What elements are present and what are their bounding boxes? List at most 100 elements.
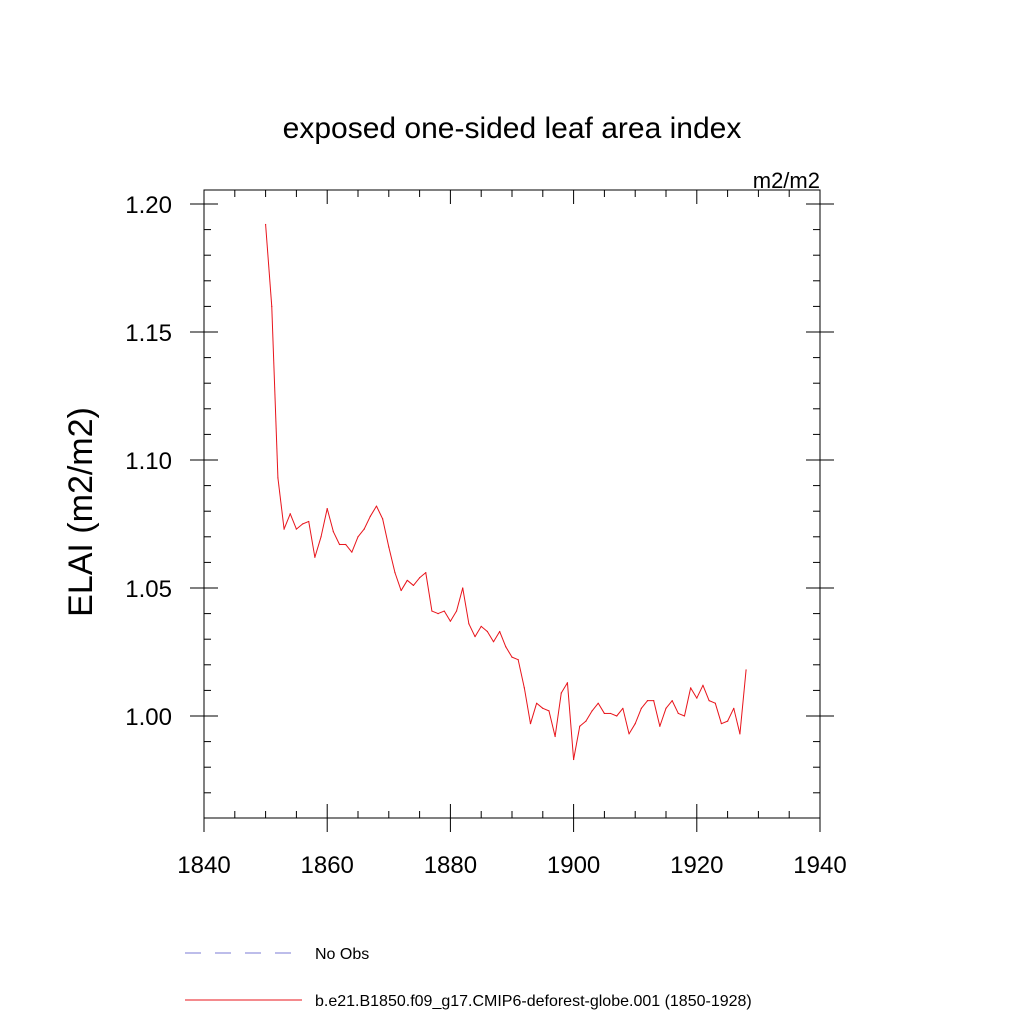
x-tick-label: 1920	[670, 852, 723, 879]
data-point	[394, 572, 396, 574]
data-point	[622, 707, 624, 709]
data-point	[745, 669, 747, 671]
series-segment	[499, 631, 507, 648]
series-segment	[462, 587, 470, 624]
data-point	[480, 625, 482, 628]
data-point	[720, 723, 723, 725]
series-segment	[708, 700, 716, 704]
series-segment	[671, 700, 679, 714]
data-point	[277, 477, 279, 479]
series-segment	[277, 477, 285, 530]
units-label: m2/m2	[753, 168, 820, 193]
data-point	[474, 636, 476, 638]
series-segment	[431, 610, 439, 615]
data-point	[634, 723, 636, 725]
data-point	[357, 536, 359, 538]
series-segment	[345, 544, 353, 553]
data-point	[511, 656, 513, 658]
data-point	[671, 700, 673, 702]
series-segment	[517, 659, 525, 688]
x-tick-label: 1860	[301, 852, 354, 879]
series-segment	[449, 610, 457, 622]
data-point	[289, 513, 291, 515]
y-tick-label: 1.10	[125, 448, 172, 475]
data-point	[443, 610, 445, 612]
data-point	[388, 546, 390, 548]
series-segment	[721, 720, 728, 725]
series-segment	[690, 687, 698, 699]
series-segment	[363, 516, 371, 530]
series-segment	[597, 702, 605, 714]
series-segment	[394, 572, 402, 591]
series-segment	[357, 528, 365, 538]
series-segment	[560, 682, 568, 694]
series-segment	[653, 700, 661, 727]
series-segment	[332, 531, 340, 545]
data-point	[560, 692, 562, 694]
data-point	[351, 551, 353, 553]
series-segment	[400, 580, 408, 591]
series-segment	[714, 703, 722, 724]
data-point	[683, 715, 686, 717]
legend-label-model: b.e21.B1850.f09_g17.CMIP6-deforest-globe…	[315, 993, 752, 1010]
series-segment	[314, 536, 322, 558]
series-segment	[683, 687, 692, 717]
data-point	[653, 700, 655, 702]
data-point	[579, 725, 581, 727]
series-segment	[640, 700, 648, 709]
data-point	[468, 623, 470, 625]
data-point	[677, 712, 679, 715]
data-point	[345, 543, 347, 546]
series-segment	[486, 631, 494, 643]
data-point	[499, 630, 501, 633]
data-point	[665, 707, 667, 709]
data-point	[363, 528, 365, 530]
data-point	[412, 584, 415, 587]
series-segment	[296, 523, 303, 530]
data-point	[425, 572, 427, 574]
data-point	[603, 712, 606, 715]
series-segment	[591, 702, 599, 712]
data-point	[536, 702, 538, 704]
data-point	[696, 697, 698, 699]
series-segment	[542, 707, 550, 712]
data-point	[486, 630, 488, 633]
legend-label-no-obs: No Obs	[315, 946, 369, 963]
data-point	[566, 682, 569, 684]
data-point	[554, 735, 556, 738]
data-point	[597, 702, 599, 704]
series-segment	[271, 306, 279, 478]
series-segment	[727, 708, 735, 722]
series-segment	[437, 610, 445, 615]
series-segment	[456, 587, 464, 612]
data-point	[431, 610, 433, 612]
data-point	[646, 700, 649, 702]
series-segment	[511, 656, 519, 661]
data-point	[542, 707, 544, 709]
data-point	[271, 305, 273, 307]
x-tick-label: 1840	[177, 852, 230, 879]
data-point	[375, 505, 378, 507]
y-axis-label: ELAI (m2/m2)	[62, 407, 100, 617]
series-segment	[308, 521, 316, 558]
data-point	[283, 528, 285, 530]
series-segment	[406, 579, 414, 586]
data-point	[708, 700, 710, 702]
series-segment	[505, 646, 513, 658]
axis-ticks: 1840 1860 1880 1900 1920 1940 1.00 1.05 1.10 1.15…	[125, 190, 847, 879]
data-point	[529, 723, 532, 725]
series-segment	[530, 703, 538, 724]
data-point	[690, 687, 692, 689]
y-tick-label: 1.15	[125, 320, 172, 347]
data-point	[449, 620, 451, 622]
plot-frame	[203, 189, 821, 819]
series-segment	[634, 708, 642, 724]
series-segment	[320, 508, 328, 537]
series-segment	[665, 700, 673, 709]
series-segment	[678, 712, 685, 717]
series-segment	[369, 505, 377, 517]
data-point	[301, 523, 304, 525]
series-segment	[419, 572, 427, 579]
series-segment	[610, 712, 617, 717]
